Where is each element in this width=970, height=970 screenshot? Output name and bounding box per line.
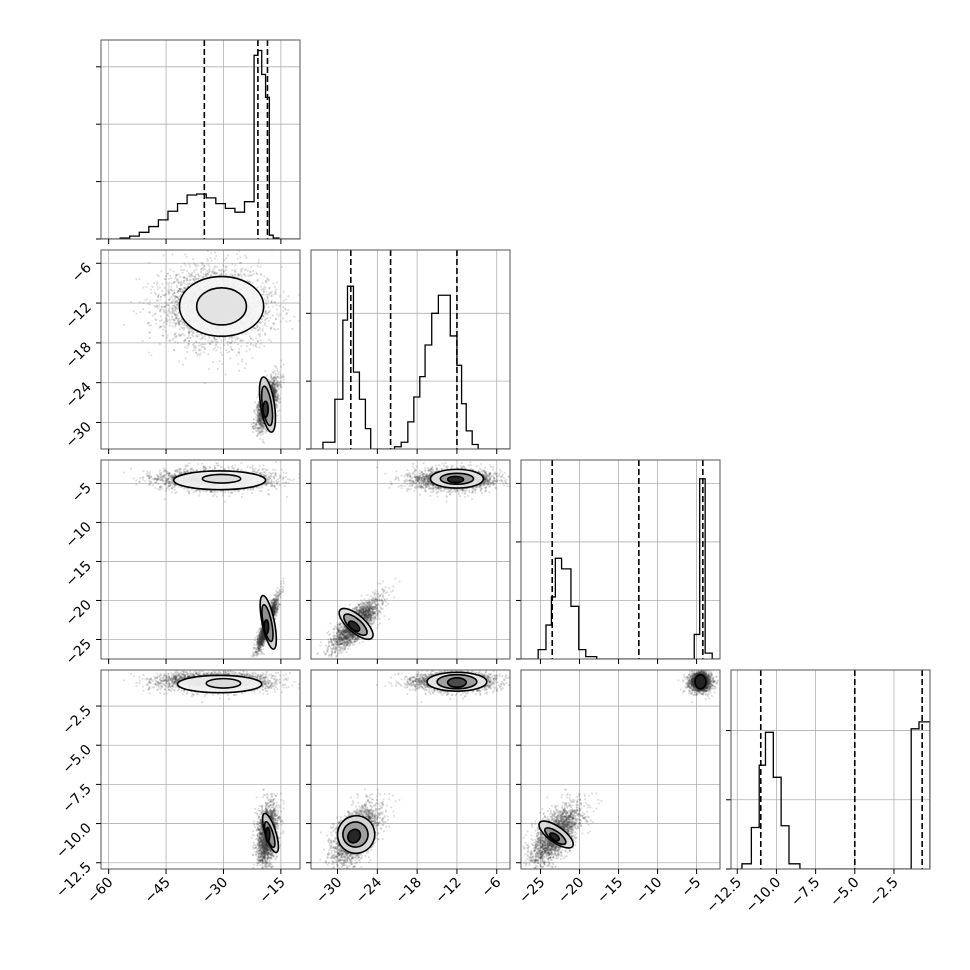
- y-tick-label: −5.0: [59, 742, 94, 777]
- y-tick-label: −10: [63, 519, 95, 551]
- panel-r3-c2: −25 −20 −15 −10 −5: [516, 669, 721, 907]
- panel-frame: [520, 669, 721, 870]
- x-tick-label: −45: [142, 875, 174, 907]
- x-tick-label: −5: [679, 875, 705, 901]
- panel-r2-c1: [306, 459, 511, 664]
- x-tick-label: −7.5: [788, 875, 823, 910]
- x-tick-label: −6: [479, 874, 505, 900]
- y-tick-label: −12: [63, 300, 95, 332]
- panel-frame: [310, 459, 511, 660]
- x-tick-label: −25: [516, 875, 548, 907]
- x-tick-label: −15: [594, 875, 626, 907]
- x-tick-label: −60: [84, 875, 116, 907]
- panel-frame: [520, 459, 721, 660]
- density-contour: [265, 826, 271, 843]
- y-tick-label: −18: [63, 339, 95, 371]
- panel-r1-c1: [306, 249, 511, 454]
- panel-frame: [100, 249, 301, 450]
- panel-r0-c0: [96, 39, 301, 244]
- histogram-step: [311, 285, 510, 449]
- y-tick-label: −25: [63, 636, 95, 668]
- x-tick-label: −30: [199, 875, 231, 907]
- y-tick-label: −6: [69, 260, 95, 286]
- density-contour: [262, 400, 270, 418]
- panel-frame: [100, 39, 301, 240]
- density-contour: [201, 473, 242, 484]
- x-tick-label: −12: [433, 875, 465, 907]
- panel-r3-c1: −30 −24 −18 −12 −6: [306, 669, 511, 907]
- histogram-step: [521, 478, 720, 659]
- density-contour: [347, 828, 362, 844]
- panel-r3-c3: −12.5−10.0 −7.5 −5.0 −2.5: [703, 669, 931, 917]
- panel-frame: [100, 669, 301, 870]
- y-tick-label: −5: [69, 480, 95, 506]
- histogram-step: [731, 721, 930, 869]
- y-tick-label: −2.5: [59, 703, 94, 738]
- y-tick-label: −20: [63, 597, 95, 629]
- x-tick-label: −30: [313, 875, 345, 907]
- density-contour: [549, 832, 561, 842]
- density-contour: [263, 619, 270, 635]
- x-tick-label: −24: [353, 874, 385, 906]
- x-tick-label: −12.5: [703, 875, 745, 917]
- x-tick-label: −15: [256, 875, 288, 907]
- density-contour: [694, 673, 707, 690]
- y-tick-label: −7.5: [59, 781, 94, 816]
- x-tick-label: −20: [555, 875, 587, 907]
- y-tick-label: −24: [63, 379, 95, 411]
- panel-frame: [310, 249, 511, 450]
- x-tick-label: −10.0: [743, 875, 785, 917]
- density-contour: [195, 287, 248, 326]
- histogram-step: [101, 49, 300, 239]
- density-contour: [446, 475, 465, 484]
- density-contour: [205, 677, 242, 689]
- sample-points: [521, 670, 719, 869]
- x-tick-label: −5.0: [827, 875, 862, 910]
- sample-points: [319, 670, 510, 869]
- x-tick-label: −18: [393, 875, 425, 907]
- panel-r2-c2: [516, 459, 721, 664]
- panel-frame: [100, 459, 301, 660]
- sample-points: [316, 461, 510, 659]
- y-tick-label: −15: [63, 558, 95, 590]
- panel-frame: [730, 669, 931, 870]
- y-tick-label: −10.0: [53, 820, 95, 862]
- panel-frame: [310, 669, 511, 870]
- panel-r3-c0: −60 −45 −30 −15−12.5−10.0−7.5−5.0−2.5: [53, 669, 301, 907]
- x-tick-label: −2.5: [866, 875, 901, 910]
- density-contour: [347, 620, 361, 633]
- panel-r2-c0: −25 −20 −15 −10 −5: [63, 459, 301, 668]
- x-tick-label: −10: [633, 875, 665, 907]
- panel-r1-c0: −30 −24 −18 −12 −6: [63, 249, 301, 454]
- density-contour: [446, 677, 468, 689]
- y-tick-label: −30: [63, 419, 95, 451]
